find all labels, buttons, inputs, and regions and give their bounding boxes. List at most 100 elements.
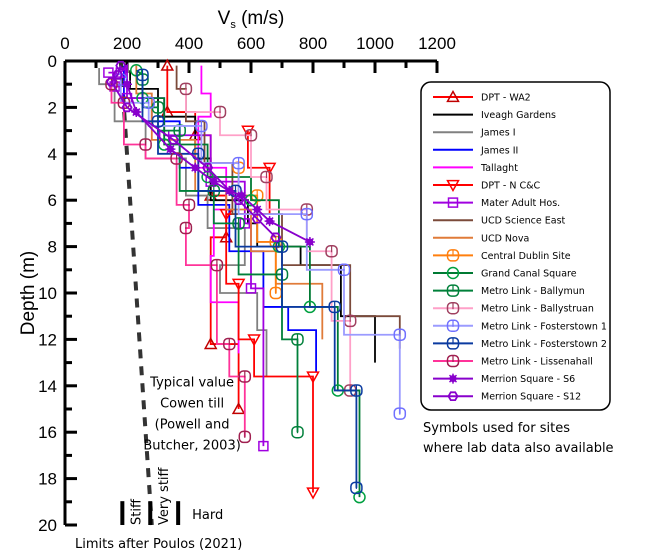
data-point-marker: [245, 283, 257, 294]
x-tick-label: 0: [60, 34, 69, 53]
legend-label: DPT - N C&C: [481, 181, 540, 192]
x-tick-label: 200: [113, 34, 141, 53]
y-axis-title: Depth (m): [18, 251, 39, 335]
data-point-marker: [167, 135, 180, 145]
legend-marker-icon: [447, 197, 459, 208]
legend-label: UCD Nova: [481, 233, 529, 244]
data-point-marker: [262, 162, 277, 175]
legend-label: James I: [480, 128, 516, 139]
data-point-marker: [244, 193, 258, 207]
series-line: [184, 88, 352, 391]
legend-item: UCD Science East: [433, 216, 566, 227]
legend-item: Iveagh Gardens: [433, 110, 556, 121]
series-line: [126, 83, 311, 243]
data-point-marker: [115, 60, 127, 71]
data-point-marker: [251, 213, 263, 224]
y-tick-label: 14: [38, 377, 57, 396]
legend-label: Merrion Square - S6: [481, 374, 575, 385]
y-tick-label: 0: [48, 52, 57, 71]
data-point-marker-rays: [122, 79, 132, 90]
data-point-marker: [353, 490, 366, 504]
data-point-marker: [239, 218, 251, 229]
typical-value-annotation-line: Typical value: [149, 376, 234, 391]
series-line: [119, 79, 401, 414]
legend-item: UCD Nova: [433, 233, 529, 244]
x-tick-label: 1000: [356, 34, 394, 53]
legend-label: Metro Link - Fosterstown 1: [481, 321, 607, 332]
x-tick-label: 400: [175, 34, 203, 53]
data-point-marker-rays: [208, 176, 219, 187]
poulos-label: Very stiff: [157, 466, 172, 525]
legend-item: Merrion Square - S6: [433, 373, 575, 385]
legend-marker-icon: [447, 391, 459, 401]
legend-item: Mater Adult Hos.: [433, 197, 560, 209]
x-axis-title: Vs (m/s): [218, 8, 285, 31]
data-point-marker: [231, 401, 246, 415]
legend-item: Metro Link - Fosterstown 1: [433, 319, 607, 332]
poulos-label: Stiff: [129, 498, 144, 525]
data-point-marker-rays: [304, 236, 315, 247]
series-line: [98, 67, 268, 377]
data-point-marker: [258, 440, 269, 452]
legend-label: Metro Link - Fosterstown 2: [481, 339, 607, 350]
data-point-marker: [112, 70, 124, 80]
poulos-label: Hard: [192, 508, 223, 523]
data-point-marker-rays: [252, 204, 263, 215]
legend-label: Mater Adult Hos.: [481, 198, 560, 209]
legend-label: Central Dublin Site: [481, 251, 571, 262]
legend-label: UCD Science East: [481, 216, 566, 227]
legend-item: Metro Link - Ballystruan: [433, 301, 594, 315]
cowen-till-reference-line: [118, 60, 154, 526]
legend-item: Merrion Square - S12: [433, 391, 581, 403]
legend-item: DPT - N C&C: [433, 179, 540, 193]
y-tick-label: 18: [38, 470, 57, 489]
legend-label: Metro Link - Lissenahall: [481, 357, 593, 368]
legend-box: [420, 81, 611, 411]
data-point-marker: [202, 162, 214, 173]
legend-label: DPT - WA2: [481, 93, 531, 104]
legend-label: Iveagh Gardens: [481, 110, 556, 121]
data-point-marker: [306, 487, 320, 500]
data-point-marker: [306, 371, 320, 384]
legend-marker-icon: [446, 266, 460, 280]
annotations: Typical value Cowen till (Powell and Butche…: [143, 376, 613, 456]
y-tick-label: 4: [48, 145, 57, 164]
series-dpt-wa2: [160, 58, 246, 415]
series-line: [110, 65, 277, 238]
legend-label: Tallaght: [480, 163, 518, 174]
poulos-caption: Limits after Poulos (2021): [75, 537, 242, 552]
data-point-marker: [103, 67, 114, 78]
x-tick-label: 1200: [418, 34, 456, 53]
data-point-marker: [121, 102, 133, 113]
legend-label: James II: [480, 145, 518, 156]
y-tick-label: 12: [38, 330, 57, 349]
legend: DPT - WA2 Iveagh Gardens James I James II Ta…: [420, 81, 611, 411]
legend-item: Metro Link - Ballymun: [433, 284, 585, 297]
data-point-marker: [105, 77, 118, 87]
series-metro-link-fosterstown-1: [114, 73, 407, 420]
data-point-marker-rays: [190, 162, 201, 173]
y-tick-label: 2: [48, 98, 57, 117]
y-tick-label: 10: [38, 284, 57, 303]
x-tick-label: 600: [237, 34, 265, 53]
legend-item: Tallaght: [433, 163, 518, 174]
legend-item: James II: [433, 145, 518, 156]
typical-value-annotation-line: (Powell and: [155, 418, 230, 433]
legend-item: DPT - WA2: [433, 89, 531, 104]
symbols-note-line: Symbols used for sites: [423, 421, 570, 436]
data-point-marker: [231, 278, 246, 291]
reference-lines: [118, 60, 154, 526]
poulos-limits: Stiff Very stiff Hard Limits after Poulos (…: [75, 466, 242, 552]
legend-marker-icon: [446, 89, 460, 103]
legend-item: James I: [433, 128, 516, 139]
legend-label: Metro Link - Ballystruan: [481, 304, 594, 315]
data-point-marker-rays: [165, 144, 176, 155]
series-central-dublin-site: [232, 161, 283, 300]
y-tick-label: 6: [48, 191, 57, 210]
y-tick-label: 20: [38, 516, 57, 535]
series-line: [135, 69, 361, 498]
legend-label: Metro Link - Ballymun: [481, 286, 585, 297]
legend-item: Metro Link - Fosterstown 2: [433, 337, 607, 350]
y-tick-label: 8: [48, 238, 57, 257]
